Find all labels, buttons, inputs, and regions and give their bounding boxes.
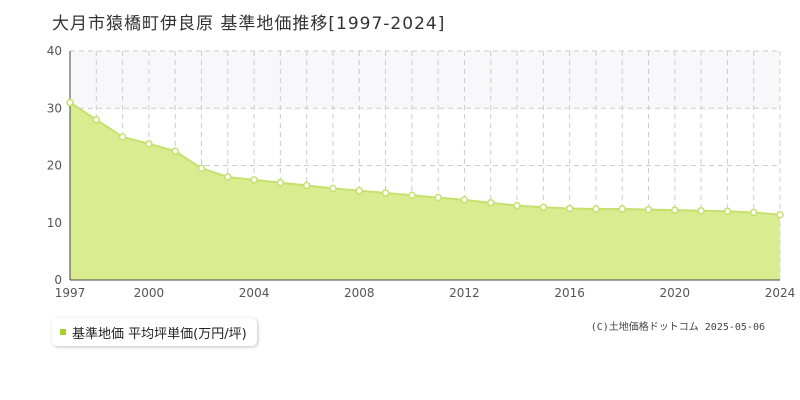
series-line: [69, 101, 781, 216]
data-point: [355, 186, 364, 195]
x-tick-label: 2008: [344, 286, 375, 300]
copyright-credit: (C)土地価格ドットコム 2025-05-06: [590, 322, 765, 333]
data-point: [197, 164, 206, 173]
data-point: [276, 178, 285, 187]
y-tick-label: 30: [47, 101, 62, 115]
data-point: [145, 139, 153, 148]
data-point: [434, 193, 442, 202]
data-point: [224, 173, 232, 181]
data-point: [92, 115, 101, 124]
x-tick-label: 2004: [239, 286, 270, 300]
y-tick-label: 0: [54, 273, 62, 287]
x-tick-label: 2000: [134, 286, 165, 300]
data-point: [408, 191, 416, 200]
data-point: [697, 206, 705, 215]
data-point: [618, 205, 626, 213]
x-tick-label: 2020: [660, 286, 691, 300]
data-point: [776, 210, 784, 219]
data-point: [644, 205, 653, 214]
chart-title: 大月市猿橋町伊良原 基準地価推移[1997-2024]: [52, 14, 446, 34]
data-point: [671, 206, 679, 214]
highlight-band: [70, 51, 780, 109]
y-tick-label: 10: [47, 216, 62, 230]
y-tick-label: 40: [47, 44, 62, 58]
data-point: [118, 133, 127, 141]
x-tick-label: 1997: [55, 286, 86, 300]
legend-label: 基準地価 平均坪単価(万円/坪): [72, 326, 247, 342]
data-point: [565, 204, 574, 213]
data-point: [539, 203, 548, 212]
data-point: [250, 176, 258, 184]
data-point: [723, 207, 732, 216]
chart-legend: 基準地価 平均坪単価(万円/坪): [52, 318, 257, 346]
data-point: [66, 98, 74, 107]
series-area: [70, 102, 780, 281]
x-tick-label: 2016: [554, 286, 585, 300]
legend-swatch: [60, 329, 66, 335]
data-point: [749, 208, 758, 217]
x-tick-label: 2012: [449, 286, 480, 300]
data-point: [592, 205, 600, 213]
data-point: [329, 184, 337, 193]
data-point: [486, 198, 495, 207]
x-tick-label: 2024: [765, 286, 796, 300]
data-point: [513, 201, 521, 210]
data-point: [302, 181, 311, 190]
data-point: [171, 147, 179, 155]
data-point: [460, 196, 469, 204]
y-tick-label: 20: [47, 159, 62, 173]
data-point: [381, 189, 390, 197]
